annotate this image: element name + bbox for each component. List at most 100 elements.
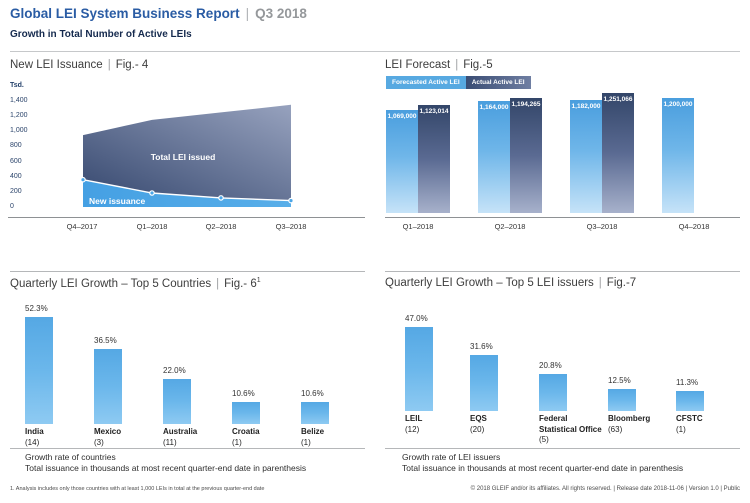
y-tick-label: 200 (10, 187, 22, 195)
fig6-percent-label: 10.6% (301, 389, 324, 398)
fig6-fig-label: Fig.- 6 (224, 277, 257, 290)
fig4-title: New LEI Issuance | Fig.- 4 (10, 59, 148, 71)
fig6-title-text: Quarterly LEI Growth – Top 5 Countries (10, 277, 212, 290)
category-name: CFSTC (676, 414, 703, 423)
category-name: EQS (470, 414, 487, 423)
category-count: (11) (163, 437, 177, 447)
category-name: India (25, 427, 44, 436)
actual-active-lei-bar: 1,123,014 (418, 105, 450, 213)
fig7-category-label: EQS (20) (470, 414, 536, 435)
page-subtitle: Growth in Total Number of Active LEIs (10, 29, 192, 40)
title-separator: | (245, 6, 250, 21)
legend-forecasted-active-lei: Forecasted Active LEI (386, 76, 466, 89)
category-name: Belize (301, 427, 325, 436)
header-divider (10, 51, 740, 52)
fig4-title-separator: | (107, 59, 111, 71)
fig6-caption-2: Total issuance in thousands at most rece… (25, 463, 307, 473)
fig6-growth-bar (301, 402, 329, 424)
fig6-category-label: Belize (1) (301, 427, 367, 448)
fig7-growth-bar (676, 391, 704, 411)
fig7-caption-2: Total issuance in thousands at most rece… (402, 463, 684, 473)
actual-active-lei-bar: 1,194,265 (510, 98, 542, 213)
fig4-x-axis (8, 217, 365, 218)
forecasted-active-lei-bar: 1,182,000 (570, 100, 602, 213)
bar-value-label: 1,164,000 (479, 104, 509, 111)
fig7-fig-label: Fig.-7 (606, 277, 637, 289)
fig6-growth-bar (25, 317, 53, 424)
fig6-caption-1: Growth rate of countries (25, 452, 116, 462)
category-count: (12) (405, 424, 420, 434)
x-axis-label: Q4–2018 (678, 222, 710, 231)
y-tick-label: 400 (10, 172, 22, 180)
category-name: Croatia (232, 427, 260, 436)
fig7-percent-label: 31.6% (470, 342, 493, 351)
fig6-category-label: India (14) (25, 427, 91, 448)
total-lei-issued-label: Total LEI issued (150, 152, 216, 162)
page-title: Global LEI System Business Report | Q3 201… (10, 6, 307, 21)
fig7-top-divider (385, 271, 740, 272)
fig4-title-text: New LEI Issuance (10, 59, 103, 71)
fig6-percent-label: 36.5% (94, 336, 117, 345)
data-point-marker (218, 195, 224, 201)
fig6-growth-bar (232, 402, 260, 424)
new-issuance-label: New issuance (89, 196, 146, 206)
data-point-marker (80, 176, 86, 183)
bar-value-label: 1,182,000 (571, 103, 601, 110)
y-tick-label: 800 (10, 142, 22, 150)
fig7-percent-label: 20.8% (539, 361, 562, 370)
data-point-marker (149, 190, 155, 196)
category-name: Federal Statistical Office (539, 414, 602, 434)
forecasted-active-lei-bar: 1,200,000 (662, 98, 694, 213)
category-count: (1) (301, 437, 311, 447)
bar-value-label: 1,200,000 (663, 101, 693, 108)
footnote: 1. Analysis includes only those countrie… (10, 486, 265, 492)
fig6-footnote-marker: 1 (256, 277, 261, 284)
page-title-period: Q3 2018 (255, 6, 307, 21)
fig4-fig-label: Fig.- 4 (115, 59, 149, 71)
fig7-growth-bar (539, 374, 567, 411)
y-tick-label: 1,000 (10, 127, 28, 135)
category-count: (63) (608, 424, 623, 434)
fig7-caption-1: Growth rate of LEI issuers (402, 452, 501, 462)
fig5-title-separator: | (455, 59, 459, 71)
fig7-category-label: CFSTC (1) (676, 414, 742, 435)
category-count: (14) (25, 437, 40, 447)
category-name: Bloomberg (608, 414, 651, 423)
fig6-category-label: Croatia (1) (232, 427, 298, 448)
fig5-x-axis (385, 217, 740, 218)
y-tick-label: 1,400 (10, 97, 28, 104)
fig6-title: Quarterly LEI Growth – Top 5 Countries | F… (10, 277, 261, 290)
fig7-growth-bar (470, 355, 498, 411)
fig5-title-text: LEI Forecast (385, 59, 451, 71)
category-count: (20) (470, 424, 485, 434)
fig7-percent-label: 47.0% (405, 314, 428, 323)
fig6-top-divider (10, 271, 365, 272)
x-axis-label: Q1–2018 (402, 222, 434, 231)
fig6-percent-label: 52.3% (25, 304, 48, 313)
fig5-title: LEI Forecast | Fig.-5 (385, 59, 493, 71)
x-axis-label: Q2–2018 (494, 222, 526, 231)
category-count: (3) (94, 437, 104, 447)
fig7-growth-bar (608, 389, 636, 411)
y-tick-label: 600 (10, 157, 22, 165)
legend-actual-active-lei: Actual Active LEI (465, 76, 531, 89)
fig7-category-label: Federal Statistical Office (5) (539, 414, 605, 446)
category-name: Australia (163, 427, 198, 436)
fig6-growth-bar (94, 349, 122, 424)
data-point-marker (288, 197, 294, 204)
fig6-growth-bar (163, 379, 191, 424)
fig7-title: Quarterly LEI Growth – Top 5 LEI issuers… (385, 277, 636, 289)
x-axis-label: Q3–2018 (275, 222, 307, 231)
fig6-bottom-divider (10, 448, 365, 449)
y-tick-label: 0 (10, 203, 14, 210)
fig7-growth-bar (405, 327, 433, 411)
bar-value-label: 1,194,265 (511, 101, 541, 108)
bar-value-label: 1,123,014 (419, 108, 449, 115)
fig7-title-separator: | (598, 277, 602, 289)
fig6-title-separator: | (216, 277, 220, 290)
fig6-category-label: Mexico (3) (94, 427, 160, 448)
fig4-y-axis-unit: Tsd. (10, 82, 24, 89)
category-name: LEIL (405, 414, 423, 423)
new-issuance-area (83, 179, 291, 207)
